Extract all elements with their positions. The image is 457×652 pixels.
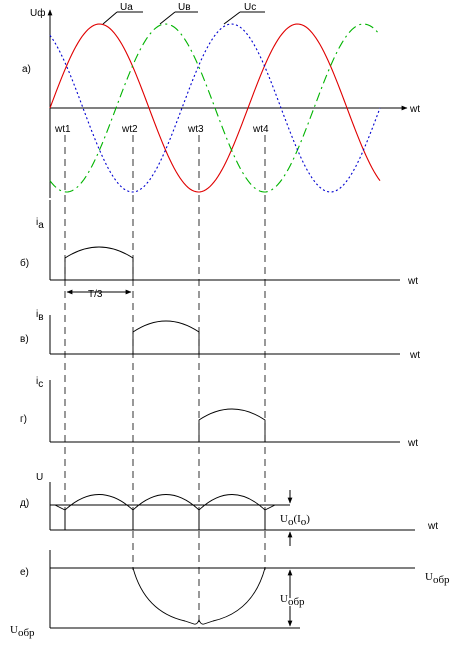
panel-d: ic г) wt xyxy=(20,376,418,449)
pulse-ia xyxy=(64,246,134,280)
tick-label-wt4: wt4 xyxy=(252,124,269,135)
panel-a-y-label: Uф xyxy=(30,7,45,19)
tick-label-wt1: wt1 xyxy=(54,124,71,135)
panel-d-y-label: ic xyxy=(36,376,43,390)
curve-label-ub: Uв xyxy=(178,2,191,13)
reverse-voltage-curve xyxy=(132,567,266,625)
tick-label-wt2: wt2 xyxy=(121,124,138,135)
panel-c: iв в) wt xyxy=(20,309,420,361)
panel-f: е) Uобр Uобр Uобр xyxy=(10,550,450,639)
panel-c-label: в) xyxy=(20,334,29,345)
panel-f-label: е) xyxy=(20,567,29,578)
curve-ub xyxy=(49,23,381,193)
panel-b: ia б) wt T/3 xyxy=(20,200,418,300)
panel-e-label: д) xyxy=(20,498,29,509)
panel-b-y-label: ia xyxy=(36,217,44,231)
panel-f-x-label: Uобр xyxy=(425,571,450,586)
panel-e-y-label: U xyxy=(36,472,43,483)
interval-label-t3: T/3 xyxy=(88,289,103,300)
label-leader-ub xyxy=(159,11,176,25)
curve-ua xyxy=(49,23,381,193)
curve-label-uc: Uc xyxy=(244,2,256,13)
panel-c-y-label: iв xyxy=(36,309,44,323)
curve-uc xyxy=(49,23,381,193)
panel-e-x-label: wt xyxy=(427,521,438,532)
panel-e: U д) wt Uo(Io) xyxy=(20,472,438,546)
pulse-ib xyxy=(132,320,200,354)
panel-c-x-label: wt xyxy=(409,350,420,361)
uobr-bottom-label: Uобр xyxy=(10,624,35,639)
pulse-ic xyxy=(198,408,266,442)
uobr-annotation: Uобр xyxy=(280,593,305,608)
uo-annotation: Uo(Io) xyxy=(280,513,310,528)
tick-label-wt3: wt3 xyxy=(187,124,204,135)
label-leader-ua xyxy=(102,11,118,25)
panel-b-label: б) xyxy=(20,257,29,269)
panel-a-x-label: wt xyxy=(409,104,420,115)
label-leader-uc xyxy=(223,11,241,25)
panel-d-x-label: wt xyxy=(407,438,418,449)
panel-a: Uф а) wt Ua Uв Uc wt1 wt2 wt3 wt4 xyxy=(22,2,420,198)
panel-b-x-label: wt xyxy=(407,276,418,287)
curve-label-ua: Ua xyxy=(120,2,133,13)
panel-d-label: г) xyxy=(20,414,27,425)
output-ripple xyxy=(54,494,276,511)
panel-a-label: а) xyxy=(22,64,31,75)
